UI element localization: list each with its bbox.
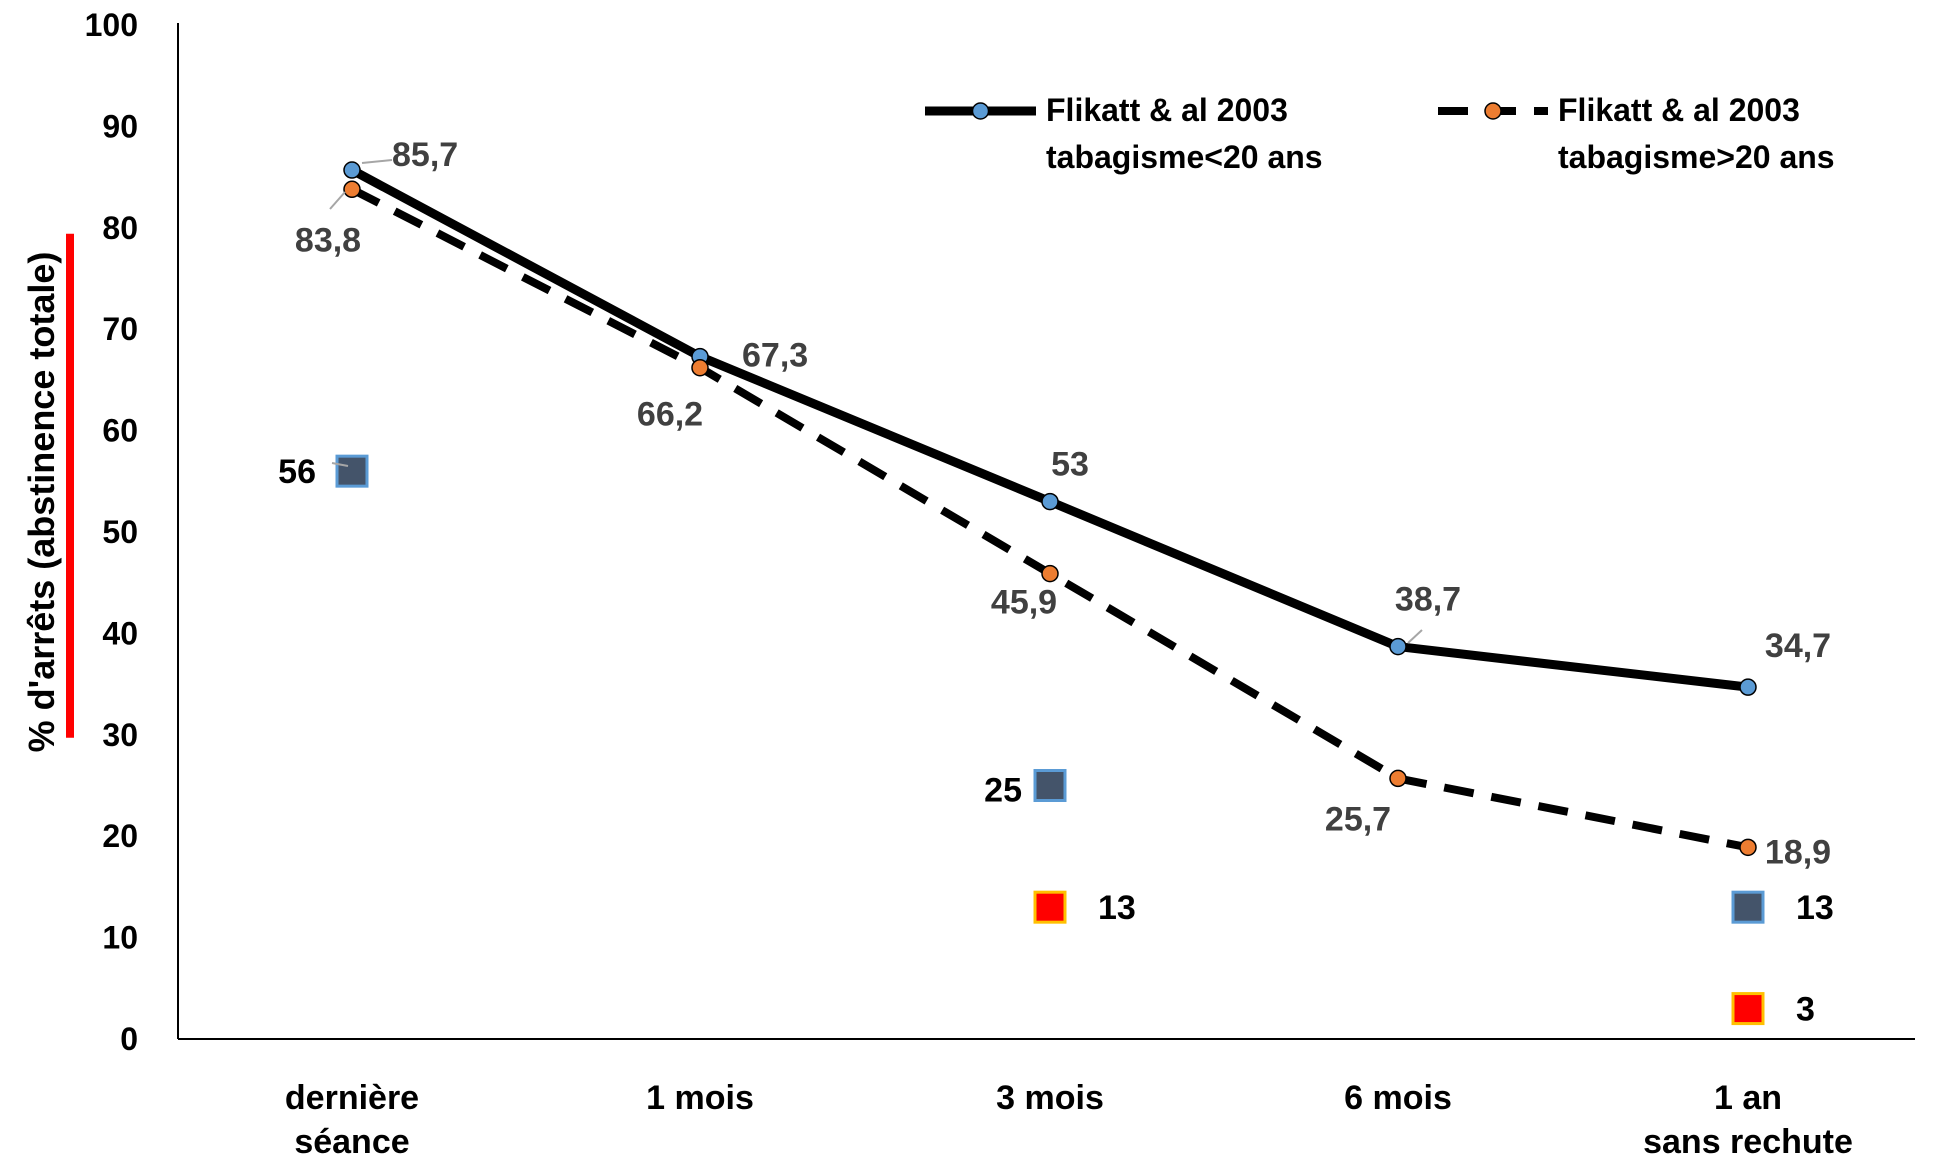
- series-1-point: [343, 161, 361, 179]
- series-1-data-label: 85,7: [392, 136, 458, 174]
- series-layer: [343, 161, 1757, 857]
- square-markers-layer: 56 25 13 13 3: [278, 453, 1834, 1028]
- series-1-data-label: 67,3: [742, 337, 808, 375]
- axes: 0 10 20 30 40 50 60 70 80 90 100 dernière séance 1 mo…: [21, 7, 1915, 1161]
- x-tick-label: 1 mois: [646, 1079, 754, 1117]
- legend-marker-1: [971, 102, 990, 120]
- series-2-point: [1739, 838, 1757, 857]
- x-tick-label: 3 mois: [996, 1079, 1104, 1117]
- y-tick-label: 70: [102, 311, 138, 347]
- x-tick-label: 6 mois: [1344, 1079, 1452, 1117]
- legend-marker-2: [1484, 102, 1502, 120]
- legend: Flikatt & al 2003 tabagisme<20 ans Flikatt…: [925, 92, 1835, 175]
- y-tick-label: 10: [102, 920, 138, 956]
- x-tick-label: séance: [294, 1123, 409, 1161]
- y-tick-label: 60: [102, 413, 138, 449]
- series-2-data-label: 25,7: [1325, 800, 1391, 838]
- square-marker: [1731, 992, 1765, 1026]
- square-marker: [1033, 890, 1067, 924]
- series-2-data-label: 66,2: [637, 396, 703, 434]
- legend-label: Flikatt & al 2003: [1558, 92, 1800, 128]
- leader-line: [331, 462, 349, 467]
- square-marker: [335, 454, 369, 488]
- series-2-data-label: 18,9: [1765, 833, 1831, 871]
- legend-label: Flikatt & al 2003: [1046, 92, 1288, 128]
- series-2-point: [343, 180, 361, 199]
- y-tick-label: 100: [85, 7, 138, 43]
- leader-line: [329, 191, 346, 210]
- series-line-2: [350, 185, 1749, 852]
- series-1-data-label: 53: [1051, 446, 1089, 484]
- y-axis-title: % d'arrêts (abstinence totale): [21, 252, 62, 753]
- legend-label: tabagisme>20 ans: [1558, 139, 1835, 175]
- series-2-point: [1041, 564, 1059, 583]
- square-marker: [1033, 769, 1067, 802]
- series-2-point: [1389, 769, 1407, 788]
- series-2-data-label: 83,8: [295, 221, 361, 259]
- square-marker-label: 56: [278, 453, 316, 491]
- series-2-data-label: 45,9: [991, 584, 1057, 622]
- y-tick-label: 30: [102, 717, 138, 753]
- series-1-data-label: 38,7: [1395, 581, 1461, 619]
- series-2-point: [691, 358, 709, 377]
- square-marker-label: 13: [1796, 889, 1834, 927]
- square-marker: [1731, 890, 1765, 924]
- leader-line: [1407, 629, 1423, 644]
- leader-line: [361, 159, 393, 164]
- square-marker-label: 3: [1796, 991, 1815, 1029]
- y-tick-label: 20: [102, 818, 138, 854]
- legend-label: tabagisme<20 ans: [1046, 139, 1323, 175]
- x-tick-label: 1 an: [1714, 1079, 1782, 1117]
- square-marker-label: 25: [984, 772, 1022, 810]
- y-tick-label: 50: [102, 514, 138, 550]
- series-1-point: [1389, 637, 1407, 656]
- data-labels-layer: 85,7 67,3 53 38,7 34,7 83,8 66,2 45,9 25,7 18,9: [295, 136, 1831, 871]
- series-1-data-label: 34,7: [1765, 627, 1831, 665]
- x-tick-label: sans rechute: [1643, 1123, 1853, 1161]
- series-1-point: [1041, 492, 1059, 511]
- square-marker-label: 13: [1098, 889, 1136, 927]
- x-tick-label: dernière: [285, 1079, 419, 1117]
- y-tick-label: 80: [102, 210, 138, 246]
- series-1-point: [1739, 678, 1757, 696]
- y-tick-label: 40: [102, 615, 138, 651]
- y-tick-label: 0: [120, 1021, 138, 1057]
- y-tick-label: 90: [102, 108, 138, 144]
